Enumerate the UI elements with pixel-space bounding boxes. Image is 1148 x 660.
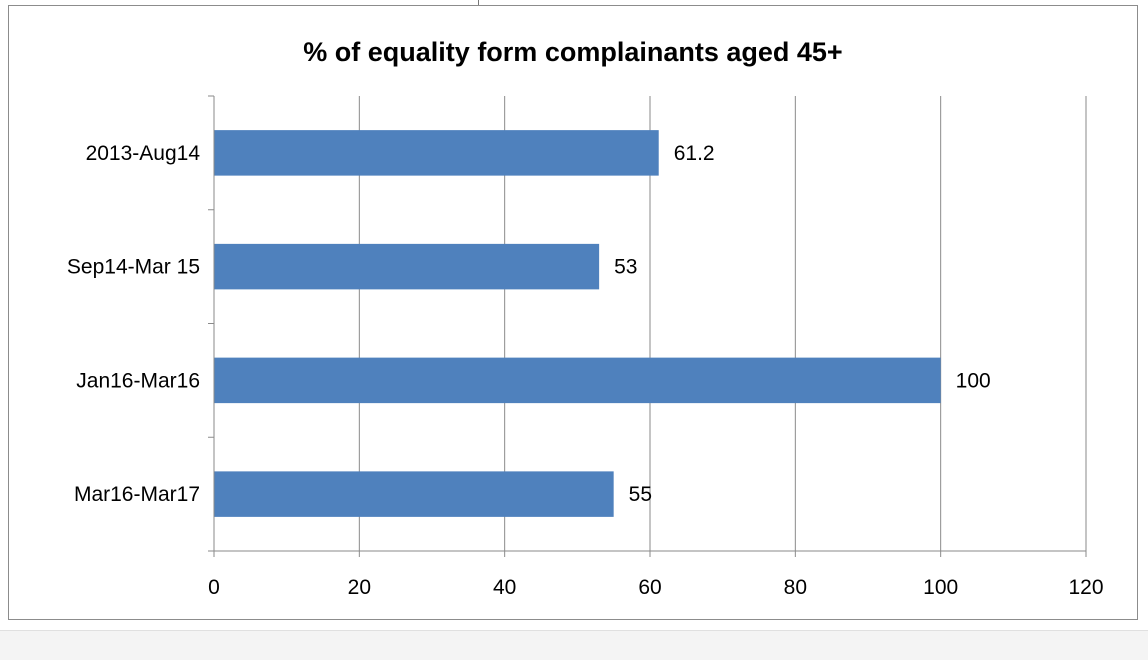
data-label: 100: [956, 369, 991, 392]
x-tick-label: 80: [784, 576, 807, 599]
bars: [214, 130, 941, 517]
x-tick-label: 0: [208, 576, 220, 599]
x-tick-label: 100: [923, 576, 958, 599]
chart-area: % of equality form complainants aged 45+…: [8, 5, 1138, 620]
labels: 0 20 40 60 80 100 120 2013-Aug14 61.2 Sep14-Mar 1…: [67, 142, 1104, 599]
x-tick-label: 60: [638, 576, 661, 599]
page-edge-mark: [478, 0, 479, 6]
x-tick-label: 20: [348, 576, 371, 599]
bar-0: [214, 130, 659, 176]
bar-3: [214, 471, 614, 517]
x-tick-label: 40: [493, 576, 516, 599]
axes: [208, 95, 1087, 557]
bar-2: [214, 357, 941, 404]
data-label: 61.2: [674, 142, 715, 165]
chart-canvas: % of equality form complainants aged 45+…: [67, 37, 1104, 599]
data-label: 55: [629, 483, 652, 506]
category-label: Sep14-Mar 15: [67, 256, 200, 279]
bar-1: [214, 243, 600, 290]
data-label: 53: [614, 256, 637, 279]
chart-title: % of equality form complainants aged 45+: [303, 37, 842, 67]
page-footer-strip: [0, 630, 1148, 660]
category-label: 2013-Aug14: [86, 142, 201, 165]
category-label: Mar16-Mar17: [74, 483, 200, 506]
x-tick-label: 120: [1068, 576, 1103, 599]
category-label: Jan16-Mar16: [76, 369, 200, 392]
